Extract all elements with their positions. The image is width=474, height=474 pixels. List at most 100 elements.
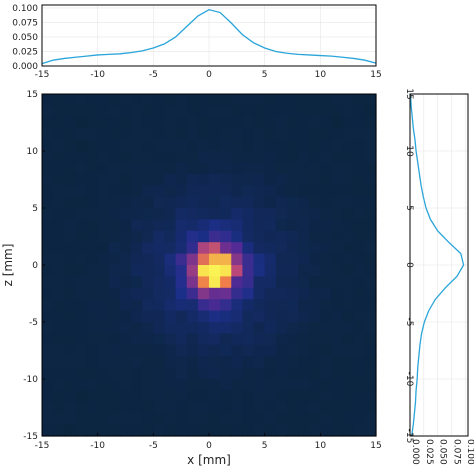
heatmap-cell (298, 356, 310, 369)
heatmap-cell (108, 242, 121, 255)
x-tick-label: -10 (90, 441, 105, 451)
heatmap-cell (331, 379, 344, 391)
x-tick-label: -15 (35, 441, 50, 451)
heatmap-cell (131, 413, 143, 426)
heatmap-cell (186, 208, 199, 220)
heatmap-cell (75, 299, 88, 312)
heatmap-cell (108, 162, 121, 175)
heatmap-cell (309, 322, 321, 334)
heatmap-cell (197, 413, 210, 426)
heatmap-cell (209, 333, 221, 346)
heatmap-cell (197, 151, 210, 163)
heatmap-cell (364, 128, 377, 141)
heatmap-cell (175, 105, 188, 118)
z-tick-label: 0 (32, 261, 38, 271)
heatmap-cell (186, 413, 199, 426)
heatmap-cell (75, 151, 88, 163)
heatmap-cell (64, 344, 76, 357)
heatmap-cell (320, 151, 333, 163)
top-profile-curve (41, 8, 377, 65)
heatmap-cell (253, 128, 266, 141)
heatmap-cell (153, 242, 166, 255)
heatmap-cell (242, 276, 255, 289)
heatmap-cell (320, 128, 333, 141)
right-z-tick-label: -10 (404, 372, 414, 387)
heatmap-cell (64, 379, 76, 391)
heatmap-cell (131, 390, 143, 403)
heatmap-cell (108, 94, 121, 106)
right-profile-curve (409, 93, 465, 437)
heatmap-cell (253, 299, 266, 312)
heatmap-cell (342, 208, 355, 220)
heatmap-cell (231, 413, 243, 426)
heatmap-cell (231, 287, 243, 300)
z-tick-label: 5 (32, 204, 38, 214)
heatmap-cell (342, 94, 355, 106)
heatmap-cell (320, 356, 333, 369)
right-gridlines (409, 93, 468, 437)
heatmap-cell (75, 139, 88, 152)
heatmap-cell (331, 208, 344, 220)
heatmap-cell (253, 401, 266, 414)
heatmap-cell (142, 322, 154, 334)
heatmap-cell (42, 413, 54, 426)
heatmap-cell (75, 230, 88, 243)
heatmap-cell (197, 105, 210, 118)
heatmap-cell (353, 287, 366, 300)
heatmap-cell (97, 287, 110, 300)
heatmap-cell (53, 185, 65, 198)
heatmap-cell (53, 356, 65, 369)
heatmap-cell (242, 208, 255, 220)
heatmap-cell (53, 265, 65, 277)
heatmap-cell (153, 333, 166, 346)
heatmap-cell (364, 344, 377, 357)
heatmap-cell (209, 322, 221, 334)
heatmap-cell (119, 242, 132, 255)
heatmap-cell (142, 401, 154, 414)
heatmap-cell (164, 265, 177, 277)
heatmap-cell (264, 287, 277, 300)
heatmap-cell (131, 173, 143, 186)
heatmap-cell (86, 265, 99, 277)
heatmap-cell (42, 173, 54, 186)
heatmap-cell (142, 413, 154, 426)
heatmap-cell (364, 322, 377, 334)
heatmap-cell (86, 401, 99, 414)
heatmap-cell (286, 253, 299, 266)
heatmap-cell (353, 379, 366, 391)
heatmap-cell (86, 173, 99, 186)
heatmap-cell (64, 299, 76, 312)
heatmap-cell (119, 424, 132, 437)
heatmap-cell (175, 265, 188, 277)
heatmap-cell (86, 287, 99, 300)
heatmap-cell (253, 367, 266, 380)
heatmap-cell (364, 139, 377, 152)
heatmap-cell (220, 105, 232, 118)
heatmap-cell (153, 208, 166, 220)
heatmap-cell (364, 208, 377, 220)
heatmap-cell (142, 139, 154, 152)
heatmap-cell (342, 116, 355, 129)
heatmap-cell (164, 105, 177, 118)
heatmap-cell (286, 162, 299, 175)
heatmap-cell (364, 230, 377, 243)
heatmap-cell (75, 242, 88, 255)
heatmap-cell (97, 413, 110, 426)
heatmap-cell (209, 356, 221, 369)
heatmap-cell (164, 322, 177, 334)
heatmap-cell (108, 287, 121, 300)
top-x-tick-label: 10 (315, 70, 327, 80)
heatmap-cell (164, 367, 177, 380)
heatmap-cell (42, 128, 54, 141)
heatmap-cell (220, 390, 232, 403)
heatmap-cell (186, 242, 199, 255)
heatmap-cell (197, 310, 210, 323)
heatmap-cell (231, 196, 243, 209)
heatmap-cell (286, 299, 299, 312)
heatmap-cell (309, 94, 321, 106)
z-tick-label: 10 (27, 147, 39, 157)
heatmap-cell (209, 265, 221, 277)
heatmap-cell (75, 390, 88, 403)
heatmap-cell (175, 139, 188, 152)
heatmap-cell (131, 128, 143, 141)
